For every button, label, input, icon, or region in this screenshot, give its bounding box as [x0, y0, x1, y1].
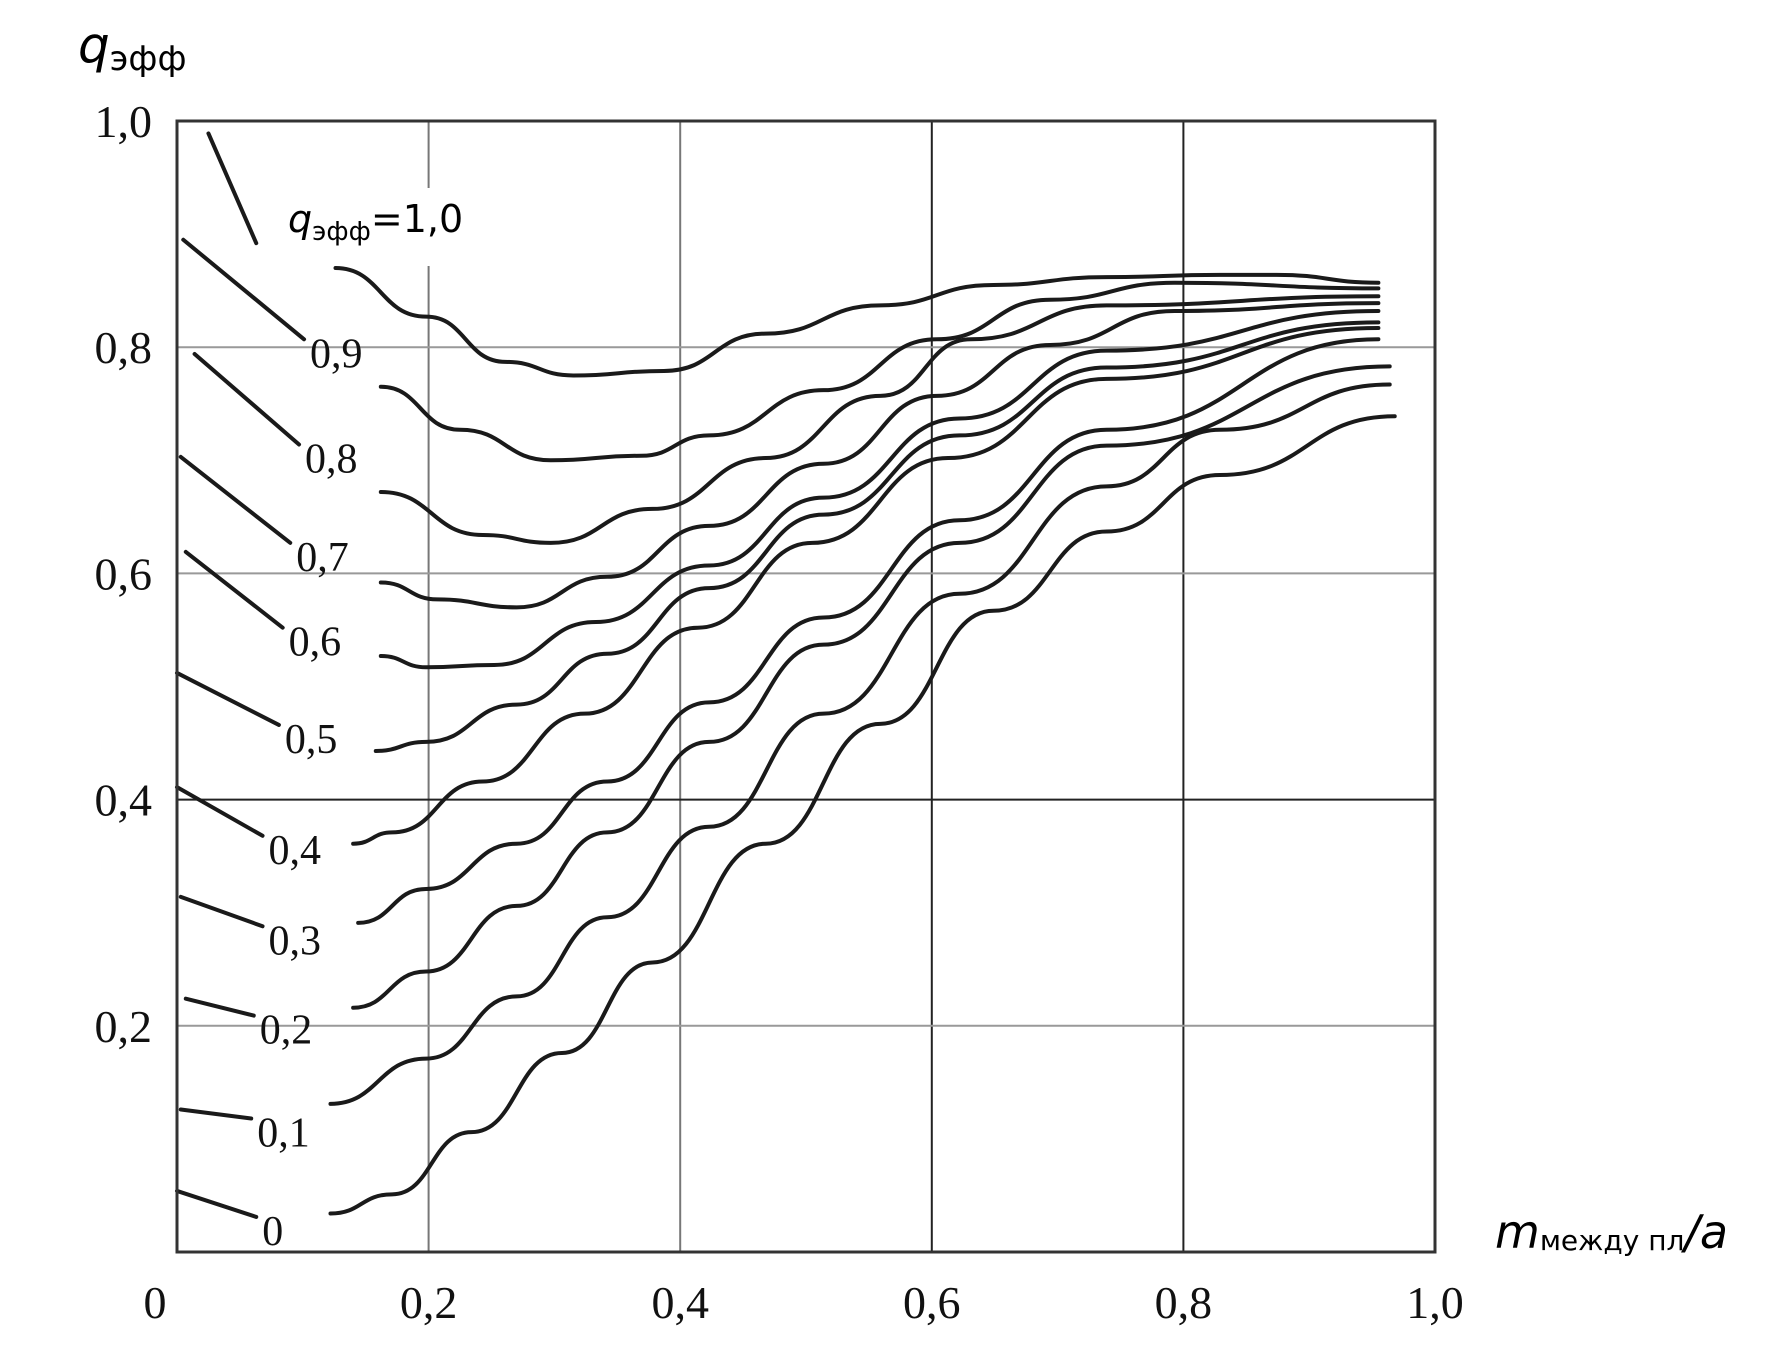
curve-right-q-0-8: [378, 294, 1381, 545]
curve-label: 0: [262, 1209, 283, 1255]
main-label-tail: =1,0: [371, 197, 463, 241]
curve-labels: 0,9 0,8 0,7 0,6 0,5 0,4 0,3 0,2 0,1 0: [257, 331, 362, 1255]
x-axis-title-sub: между пл: [1540, 1224, 1685, 1257]
x-tick-label: 0,2: [400, 1277, 458, 1328]
curve-label: 0,7: [296, 535, 349, 581]
y-tick-label: 1,0: [95, 96, 153, 147]
curve-label: 0,9: [310, 331, 363, 377]
curve-label: 0,3: [269, 918, 322, 964]
curve-left-q-0-8: [192, 351, 302, 447]
curve-left-q-0-5: [175, 670, 281, 727]
main-label-sub: эфф: [312, 217, 371, 247]
y-tick-label: 0,4: [95, 775, 153, 826]
curve-label: 0,6: [289, 620, 342, 666]
curve-right-q-0-7: [378, 301, 1381, 610]
x-axis-title-tail: /a: [1680, 1205, 1728, 1259]
curve-label: 0,4: [269, 828, 322, 874]
curve-right-q-1-0: [333, 266, 1381, 378]
curve-label: 0,5: [285, 717, 338, 763]
curve-right-q-0-3: [356, 337, 1381, 925]
y-axis-title: qэфф: [78, 16, 187, 79]
curve-label: 0,2: [260, 1008, 313, 1054]
curve-left-q-0-6: [183, 549, 285, 630]
tick-labels: 0 0,2 0,4 0,6 0,8 1,0 0,2 0,4 0,6 0,8 1,0: [95, 96, 1464, 1328]
x-tick-label: 1,0: [1406, 1277, 1464, 1328]
x-tick-label: 0: [144, 1277, 167, 1328]
curve-right-q-0-9: [378, 280, 1381, 463]
x-axis-title: mмежду пл/a: [1495, 1205, 1728, 1259]
curve-left-q-1-0: [206, 131, 259, 246]
curve-left-q-0-4: [175, 785, 265, 838]
curve-right-q-0-6: [378, 309, 1381, 670]
main-label-box: [282, 188, 452, 266]
curve-right-q-0-4: [351, 325, 1381, 846]
x-tick-label: 0,4: [651, 1277, 709, 1328]
y-tick-label: 0,6: [95, 548, 153, 599]
y-axis-title-main: q: [78, 16, 110, 74]
x-axis-title-main: m: [1495, 1205, 1540, 1259]
curve-label: 0,8: [305, 436, 358, 482]
curve-right-q-0-2: [351, 364, 1392, 1010]
curve-right-q-0-1: [328, 382, 1392, 1106]
curve-right-q-0-5: [373, 320, 1381, 753]
curve-right-q-0: [328, 414, 1397, 1216]
main-label-q: q: [288, 197, 312, 241]
y-tick-label: 0,8: [95, 322, 153, 373]
curve-left-q-0-9: [181, 237, 307, 342]
curve-left-q-0-1: [178, 1107, 254, 1121]
curve-left-q-0-2: [183, 996, 256, 1018]
main-curve-label: qэфф=1,0: [288, 197, 463, 247]
curve-label: 0,1: [257, 1111, 310, 1157]
curves: [175, 131, 1397, 1219]
x-tick-label: 0,8: [1155, 1277, 1213, 1328]
y-axis-title-sub: эфф: [110, 39, 187, 79]
curve-left-q-0: [175, 1188, 259, 1219]
curve-left-q-0-7: [178, 454, 293, 545]
plot-frame: [175, 119, 1437, 1254]
x-tick-label: 0,6: [903, 1277, 961, 1328]
grid: [177, 121, 1435, 1252]
curve-left-q-0-3: [178, 894, 265, 929]
y-tick-label: 0,2: [95, 1001, 153, 1052]
